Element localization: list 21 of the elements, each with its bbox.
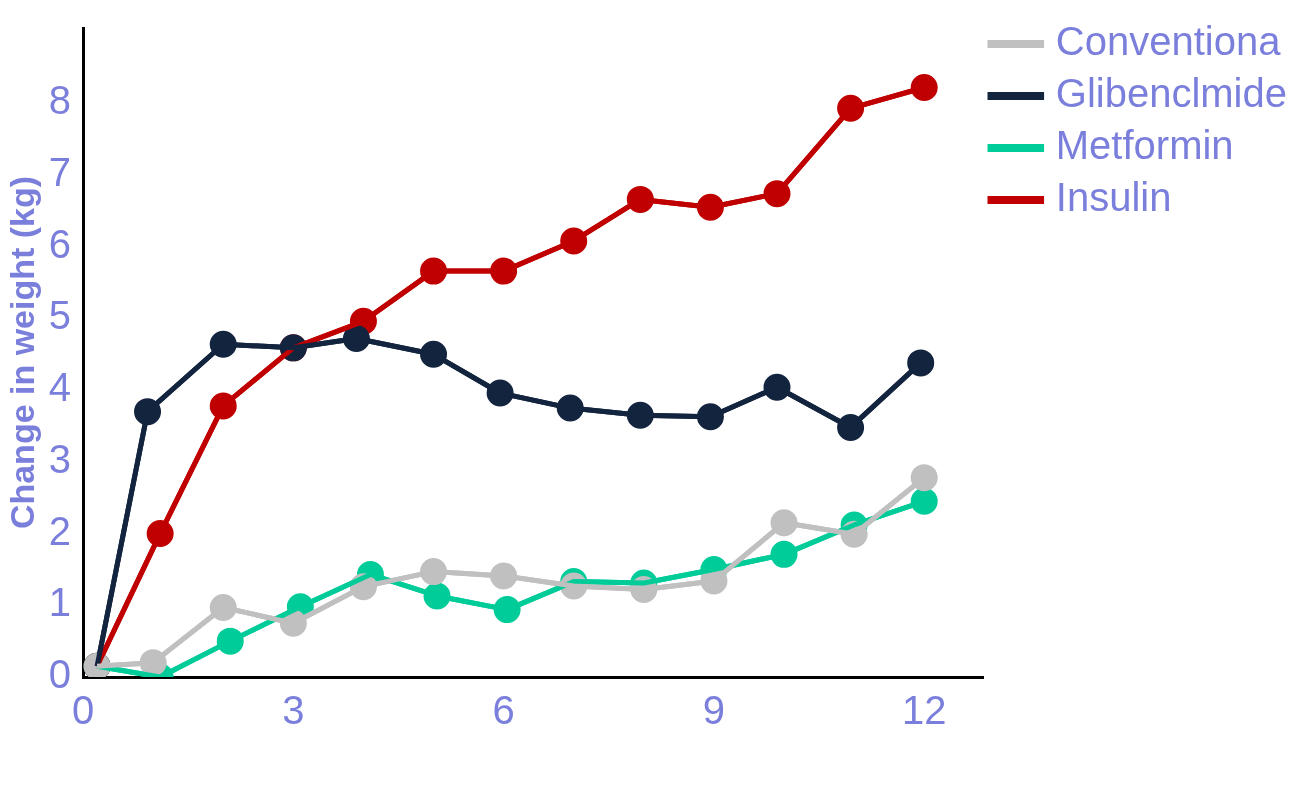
y-tick-label: 2 <box>48 508 72 553</box>
point <box>910 74 938 102</box>
y-tick-label: 6 <box>48 221 72 266</box>
y-tick-label: 5 <box>48 293 72 338</box>
y-tick-label: 3 <box>48 436 72 481</box>
legend-label: Glibenclmide <box>1055 71 1288 116</box>
x-tick-label: 12 <box>901 688 947 733</box>
legend-label: Insulin <box>1055 175 1172 220</box>
x-tick-label: 6 <box>492 688 515 733</box>
y-axis-title: Change in weight (kg) <box>2 175 41 530</box>
y-tick-label: 1 <box>48 580 72 625</box>
y-tick-label: 7 <box>48 150 72 195</box>
point <box>907 349 935 377</box>
x-tick-label: 3 <box>282 688 305 733</box>
legend-label: Metformin <box>1055 123 1234 168</box>
y-tick-label: 8 <box>48 78 72 123</box>
x-tick-label: 9 <box>702 688 726 733</box>
point <box>910 464 938 492</box>
legend-label: Conventiona <box>1055 19 1282 64</box>
y-tick-label: 0 <box>48 652 72 697</box>
y-tick-label: 4 <box>48 365 72 410</box>
